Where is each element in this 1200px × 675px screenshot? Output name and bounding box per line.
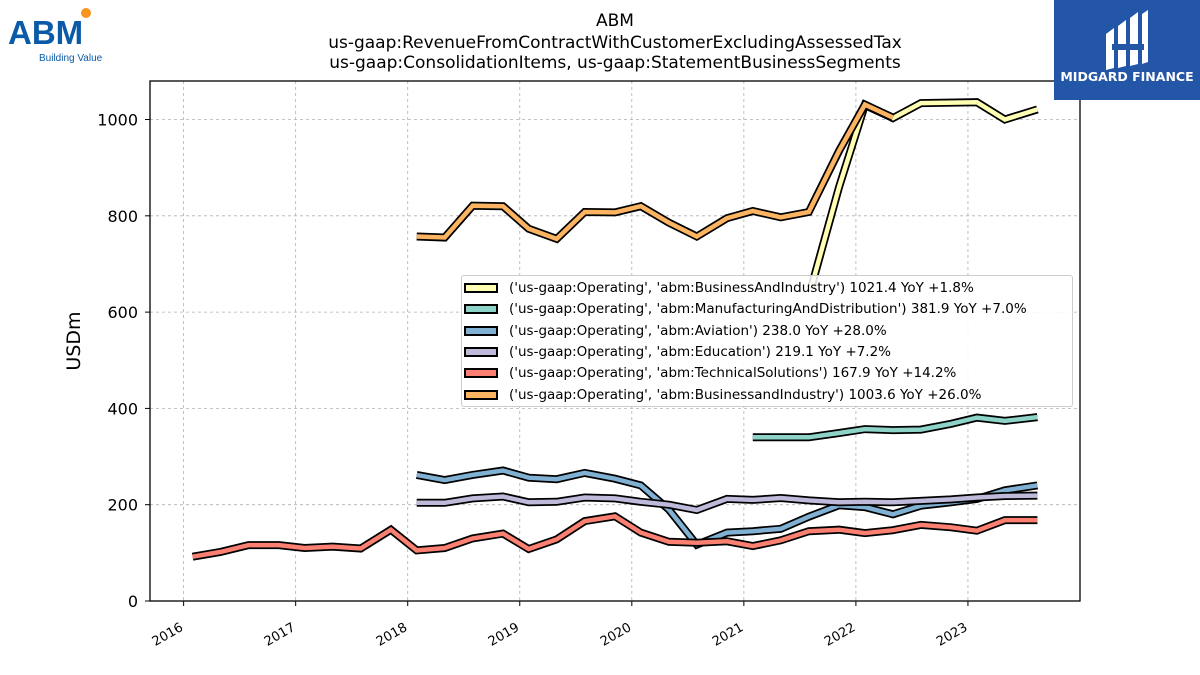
y-tick-label: 1000 — [97, 111, 138, 130]
legend-label: ('us-gaap:Operating', 'abm:BusinessAndIn… — [509, 280, 974, 296]
chart-subtitle-concept: us-gaap:RevenueFromContractWithCustomerE… — [328, 33, 902, 53]
series-line-1 — [752, 414, 1038, 440]
chart-legend: ('us-gaap:Operating', 'abm:BusinessAndIn… — [461, 275, 1073, 407]
legend-swatch — [464, 346, 498, 357]
x-tick-label: 2016 — [150, 620, 186, 650]
legend-swatch — [464, 304, 498, 315]
y-tick-label: 800 — [107, 207, 138, 226]
midgard-finance-logo: MIDGARD FINANCE — [1054, 0, 1200, 100]
y-tick-label: 200 — [107, 496, 138, 515]
x-tick-label: 2020 — [598, 620, 634, 650]
series-line-5 — [416, 101, 894, 242]
midgard-emblem-icon — [1106, 10, 1148, 70]
legend-label: ('us-gaap:Operating', 'abm:Aviation') 23… — [509, 322, 887, 339]
x-tick-label: 2023 — [934, 620, 970, 650]
legend-item: ('us-gaap:Operating', 'abm:BusinessandIn… — [462, 386, 1072, 407]
abm-logo-text: ABM — [8, 14, 83, 51]
legend-label: ('us-gaap:Operating', 'abm:BusinessandIn… — [509, 386, 982, 403]
legend-label: ('us-gaap:Operating', 'abm:Education') 2… — [509, 343, 891, 360]
plot-frame — [149, 80, 1081, 602]
series-layer — [191, 98, 1039, 561]
legend-item: ('us-gaap:Operating', 'abm:BusinessAndIn… — [462, 279, 1072, 300]
y-tick-label: 600 — [107, 303, 138, 322]
chart-subtitle-dimensions: us-gaap:ConsolidationItems, us-gaap:Stat… — [329, 53, 901, 73]
y-axis-label: USDm — [63, 311, 85, 370]
legend-swatch — [464, 368, 498, 379]
series-line-outline-4 — [191, 512, 1038, 561]
x-tick-label: 2018 — [374, 620, 410, 650]
chart-title: ABM — [596, 11, 634, 31]
abm-logo-dot — [81, 8, 91, 18]
series-line-outline-5 — [416, 99, 895, 244]
x-axis-ticks: 2016 2017 2018 2019 2020 2021 2022 2023 — [150, 601, 970, 650]
legend-swatch — [464, 283, 498, 293]
y-axis-ticks: 0 200 400 600 800 1000 — [97, 111, 150, 611]
series-line-3 — [416, 493, 1038, 513]
legend-swatch — [464, 389, 498, 400]
x-tick-label: 2017 — [262, 620, 298, 650]
midgard-logo-text: MIDGARD FINANCE — [1060, 69, 1193, 84]
legend-label: ('us-gaap:Operating', 'abm:Manufacturing… — [509, 301, 1027, 318]
legend-item: ('us-gaap:Operating', 'abm:Education') 2… — [462, 343, 1072, 364]
legend-item: ('us-gaap:Operating', 'abm:Aviation') 23… — [462, 322, 1072, 343]
x-tick-label: 2022 — [822, 620, 858, 650]
abm-logo: ABM Building Value — [6, 8, 118, 66]
series-line-2 — [416, 468, 1038, 548]
x-tick-label: 2019 — [486, 620, 522, 650]
legend-item: ('us-gaap:Operating', 'abm:Manufacturing… — [462, 300, 1072, 321]
series-line-outline-0 — [807, 98, 1039, 290]
x-tick-label: 2021 — [710, 620, 746, 650]
legend-item: ('us-gaap:Operating', 'abm:TechnicalSolu… — [462, 364, 1072, 385]
legend-swatch — [464, 325, 498, 336]
series-line-4 — [192, 513, 1038, 559]
series-line-0 — [808, 99, 1039, 289]
abm-logo-tagline: Building Value — [39, 53, 103, 64]
y-tick-label: 400 — [107, 399, 138, 418]
legend-label: ('us-gaap:Operating', 'abm:TechnicalSolu… — [509, 365, 957, 382]
y-tick-label: 0 — [128, 592, 138, 611]
